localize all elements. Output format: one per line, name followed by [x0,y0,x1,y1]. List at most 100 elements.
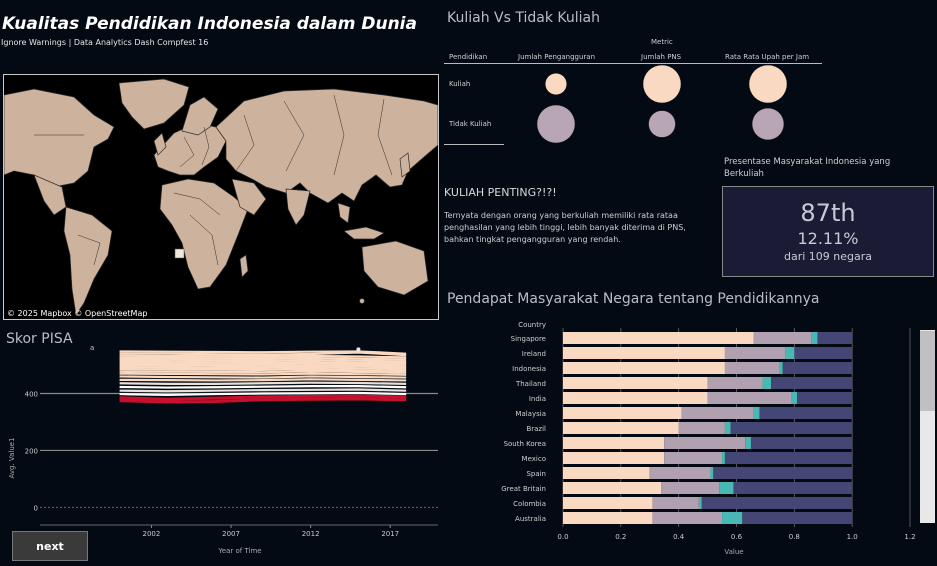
next-button[interactable]: next [12,531,88,561]
opinion-xtick: 0.8 [789,533,800,541]
opinion-bar-segment[interactable] [698,497,702,509]
comparison-bubbles[interactable] [444,64,824,144]
opinion-bar-segment[interactable] [791,392,798,404]
opinion-country-label: Colombia [513,500,546,508]
pisa-series-line[interactable] [119,370,407,374]
opinion-bar-segment[interactable] [563,482,662,494]
pisa-series-line[interactable] [119,365,407,370]
pisa-series-line[interactable] [119,363,407,368]
opinion-bar-segment[interactable] [722,512,743,524]
opinion-bar-segment[interactable] [664,452,723,464]
opinion-bar-segment[interactable] [719,482,734,494]
opinion-bar-segment[interactable] [563,452,665,464]
opinion-row-header: Country [518,321,546,329]
opinion-bar-segment[interactable] [563,407,682,419]
opinion-bar-segment[interactable] [710,467,714,479]
opinion-bar-segment[interactable] [724,347,786,359]
bubble-1-0[interactable] [536,104,576,144]
opinion-bar-segment[interactable] [652,512,723,524]
opinion-bar-segment[interactable] [794,347,853,359]
opinion-bar-segment[interactable] [707,377,763,389]
opinion-bar-segment[interactable] [649,467,711,479]
opinion-bar-segment[interactable] [678,422,725,434]
opinion-xtick: 0.2 [615,533,626,541]
pisa-series-line[interactable] [119,388,407,393]
row-label-kuliah: Kuliah [449,80,471,88]
pisa-series-line[interactable] [119,378,407,382]
bubble-0-2[interactable] [748,64,788,104]
opinion-bar-segment[interactable] [563,467,650,479]
map-attribution[interactable]: © 2025 Mapbox © OpenStreetMap [7,309,148,318]
opinion-country-label: Great Britain [501,485,546,493]
pisa-series-line[interactable] [119,372,407,376]
opinion-bar-segment[interactable] [745,437,751,449]
opinion-bar-segment[interactable] [724,362,780,374]
pisa-series-line[interactable] [119,375,407,379]
opinion-bar-segment[interactable] [563,377,708,389]
opinion-bar-segment[interactable] [563,392,708,404]
pisa-series-line[interactable] [119,367,407,372]
opinion-bar-segment[interactable] [563,347,725,359]
opinion-bar-segment[interactable] [797,392,853,404]
pisa-series-line[interactable] [119,358,407,363]
pisa-series-line[interactable] [119,356,407,361]
opinion-bar-segment[interactable] [779,362,783,374]
opinion-bar-segment[interactable] [563,512,653,524]
opinion-bar-segment[interactable] [750,437,853,449]
opinion-bar-segment[interactable] [661,482,720,494]
pisa-series-line[interactable] [119,397,407,404]
opinion-chart[interactable]: Country 0.0 0.2 0.4 0.6 0.8 1.0 1.2 Singapore I… [444,316,920,560]
opinion-bar-segment[interactable] [762,377,772,389]
opinion-bar-segment[interactable] [759,407,853,419]
opinion-bar-segment[interactable] [664,437,746,449]
opinion-bar-segment[interactable] [707,392,792,404]
pisa-series-line[interactable] [119,381,407,385]
opinion-bar-segment[interactable] [730,422,853,434]
opinion-bar-segment[interactable] [782,362,853,374]
opinion-country-label: South Korea [504,440,546,448]
opinion-country-label: Thailand [515,380,546,388]
opinion-bar-segment[interactable] [771,377,853,389]
opinion-bar-segment[interactable] [563,332,754,344]
opinion-country-label: Ireland [522,350,546,358]
pisa-series-line[interactable] [119,362,407,366]
opinion-bar-segment[interactable] [722,452,725,464]
pisa-series-line[interactable] [119,351,407,357]
opinion-bar-segment[interactable] [785,347,795,359]
pisa-series-line[interactable] [119,354,407,359]
bubble-1-1[interactable] [648,110,676,138]
opinion-bar-segment[interactable] [563,437,665,449]
bubble-0-0[interactable] [545,73,567,95]
opinion-bar-segment[interactable] [563,422,679,434]
opinion-xtick: 1.0 [847,533,858,541]
opinion-bar-segment[interactable] [563,497,653,509]
world-map-canvas[interactable] [4,75,438,319]
opinion-bar-segment[interactable] [753,407,760,419]
opinion-bar-segment[interactable] [742,512,853,524]
pisa-series-line[interactable] [119,360,407,365]
opinion-bar-segment[interactable] [713,467,853,479]
opinion-bar-segment[interactable] [733,482,853,494]
pisa-series-line[interactable] [119,394,407,401]
opinion-bar-segment[interactable] [701,497,853,509]
opinion-bar-segment[interactable] [753,332,812,344]
opinion-scrollbar-thumb[interactable] [920,331,935,411]
pisa-series-line[interactable] [119,385,407,389]
pisa-chart[interactable]: a 0 200 400 2002 2007 2012 2017 Avg. Value1 Y… [0,338,442,560]
opinion-bar-segment[interactable] [724,452,853,464]
highlight-country[interactable] [174,248,185,259]
opinion-bar-segment[interactable] [817,332,853,344]
pisa-series-line[interactable] [119,391,407,397]
kpi-label: Presentase Masyarakat Indonesia yang Ber… [724,157,891,179]
opinion-country-label: Malaysia [515,410,546,418]
world-map[interactable]: © 2025 Mapbox © OpenStreetMap [3,74,439,320]
opinion-bar-segment[interactable] [652,497,699,509]
pisa-title: Skor PISA [6,331,73,347]
opinion-bar-segment[interactable] [563,362,725,374]
opinion-bar-segment[interactable] [724,422,731,434]
bubble-1-2[interactable] [751,107,785,141]
bubble-0-1[interactable] [642,64,682,104]
opinion-bar-segment[interactable] [681,407,754,419]
opinion-xlabel: Value [724,548,743,556]
opinion-bar-segment[interactable] [811,332,818,344]
